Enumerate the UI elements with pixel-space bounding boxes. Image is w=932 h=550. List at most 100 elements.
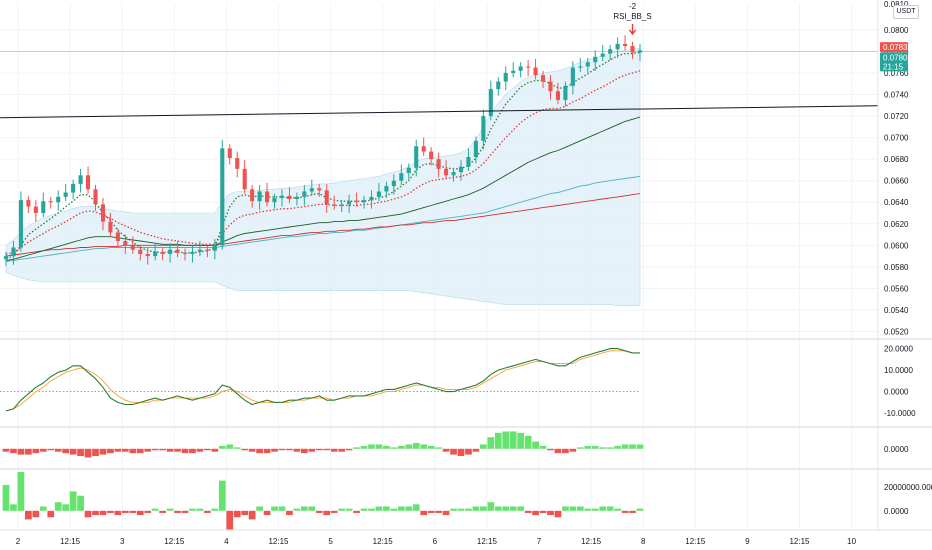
candle-body[interactable] xyxy=(324,190,329,205)
time-axis[interactable]: 2 12:15 3 12:15 4 12:15 5 12:15 6 12:15 7 12:15 8 12:… xyxy=(16,537,857,546)
candle-body[interactable] xyxy=(197,249,202,252)
volume-bar xyxy=(308,506,316,511)
candle-body[interactable] xyxy=(399,173,404,181)
support-trend-line[interactable] xyxy=(0,105,879,119)
candle-body[interactable] xyxy=(332,204,337,206)
candle-body[interactable] xyxy=(145,253,150,257)
candle-body[interactable] xyxy=(212,245,217,251)
candle-body[interactable] xyxy=(503,72,508,82)
candle-body[interactable] xyxy=(540,75,546,82)
candle-body[interactable] xyxy=(265,191,270,203)
volume-pane[interactable]: 20000000.0000 0.0000 xyxy=(2,472,932,531)
candle-body[interactable] xyxy=(123,241,128,246)
candle-body[interactable] xyxy=(578,66,583,68)
candle-body[interactable] xyxy=(570,67,575,86)
candle-body[interactable] xyxy=(48,201,53,203)
horizontal-lines[interactable] xyxy=(0,51,879,119)
candle-body[interactable] xyxy=(630,46,635,53)
candle-body[interactable] xyxy=(272,197,277,203)
candle-body[interactable] xyxy=(130,245,135,250)
candle-body[interactable] xyxy=(115,232,120,242)
candle-body[interactable] xyxy=(473,140,478,157)
candle-body[interactable] xyxy=(555,91,561,100)
candle-body[interactable] xyxy=(108,221,113,233)
candle-body[interactable] xyxy=(100,204,106,222)
candle-body[interactable] xyxy=(138,249,143,254)
candle-body[interactable] xyxy=(347,201,352,205)
currency-label[interactable]: USDT xyxy=(893,5,919,19)
candle-body[interactable] xyxy=(600,53,605,57)
candle-body[interactable] xyxy=(190,251,195,254)
histogram-bar xyxy=(263,448,271,454)
candle-body[interactable] xyxy=(18,200,23,248)
candle-body[interactable] xyxy=(436,159,441,169)
candle-body[interactable] xyxy=(391,180,396,187)
candle-body[interactable] xyxy=(242,168,247,190)
pane-dividers[interactable] xyxy=(0,0,932,531)
candle-body[interactable] xyxy=(563,85,568,100)
candle-body[interactable] xyxy=(317,188,322,191)
candle-body[interactable] xyxy=(227,148,232,159)
candle-body[interactable] xyxy=(85,175,91,190)
candle-body[interactable] xyxy=(294,196,299,200)
candle-body[interactable] xyxy=(533,67,538,76)
candle-body[interactable] xyxy=(585,62,590,67)
signal-value: -2 xyxy=(629,2,637,11)
candle-body[interactable] xyxy=(41,201,46,214)
candle-body[interactable] xyxy=(511,70,516,73)
candle-body[interactable] xyxy=(451,172,456,176)
candle-body[interactable] xyxy=(287,195,292,200)
candle-body[interactable] xyxy=(235,158,240,169)
candle-body[interactable] xyxy=(361,200,367,203)
candle-body[interactable] xyxy=(369,196,374,201)
candle-body[interactable] xyxy=(302,191,307,197)
candle-body[interactable] xyxy=(71,183,76,193)
candle-body[interactable] xyxy=(623,43,628,47)
candle-body[interactable] xyxy=(220,148,225,246)
candle-body[interactable] xyxy=(421,146,426,152)
candle-body[interactable] xyxy=(526,66,531,68)
candle-body[interactable] xyxy=(78,175,83,184)
candle-body[interactable] xyxy=(63,192,68,197)
candle-body[interactable] xyxy=(444,168,449,176)
candle-body[interactable] xyxy=(429,151,434,160)
candle-body[interactable] xyxy=(466,156,471,167)
candle-body[interactable] xyxy=(593,56,598,63)
candle-body[interactable] xyxy=(168,249,173,254)
candle-body[interactable] xyxy=(56,196,61,203)
candle-body[interactable] xyxy=(384,186,389,192)
candle-body[interactable] xyxy=(309,188,314,192)
candle-body[interactable] xyxy=(496,81,501,90)
candle-body[interactable] xyxy=(33,206,38,214)
histogram-bar xyxy=(614,445,621,449)
candle-body[interactable] xyxy=(93,189,98,205)
candle-body[interactable] xyxy=(406,167,411,174)
candle-body[interactable] xyxy=(354,201,359,203)
candle-body[interactable] xyxy=(182,252,188,254)
histogram-bar xyxy=(435,447,442,449)
candle-body[interactable] xyxy=(205,249,210,251)
volume-bar xyxy=(218,480,226,511)
oscillator-pane[interactable]: 20.0000 10.0000 0.0000 -10.0000 xyxy=(0,345,916,419)
candle-body[interactable] xyxy=(11,247,16,257)
candle-body[interactable] xyxy=(257,191,262,202)
histogram-pane[interactable]: 0.0000 xyxy=(2,431,909,458)
candle-body[interactable] xyxy=(615,43,620,50)
candle-body[interactable] xyxy=(175,249,180,253)
candle-body[interactable] xyxy=(518,66,523,71)
candle-body[interactable] xyxy=(488,89,493,117)
candle-body[interactable] xyxy=(160,251,165,254)
candle-body[interactable] xyxy=(548,81,553,92)
candle-body[interactable] xyxy=(279,195,285,198)
candle-body[interactable] xyxy=(26,200,31,207)
candle-body[interactable] xyxy=(458,166,464,173)
candle-body[interactable] xyxy=(481,116,486,141)
candle-body[interactable] xyxy=(250,189,255,202)
candle-body[interactable] xyxy=(414,146,419,168)
candlestick-series[interactable] xyxy=(3,35,643,266)
candle-body[interactable] xyxy=(376,191,381,197)
candle-body[interactable] xyxy=(153,251,158,257)
candle-body[interactable] xyxy=(339,204,344,206)
candle-body[interactable] xyxy=(3,256,9,260)
